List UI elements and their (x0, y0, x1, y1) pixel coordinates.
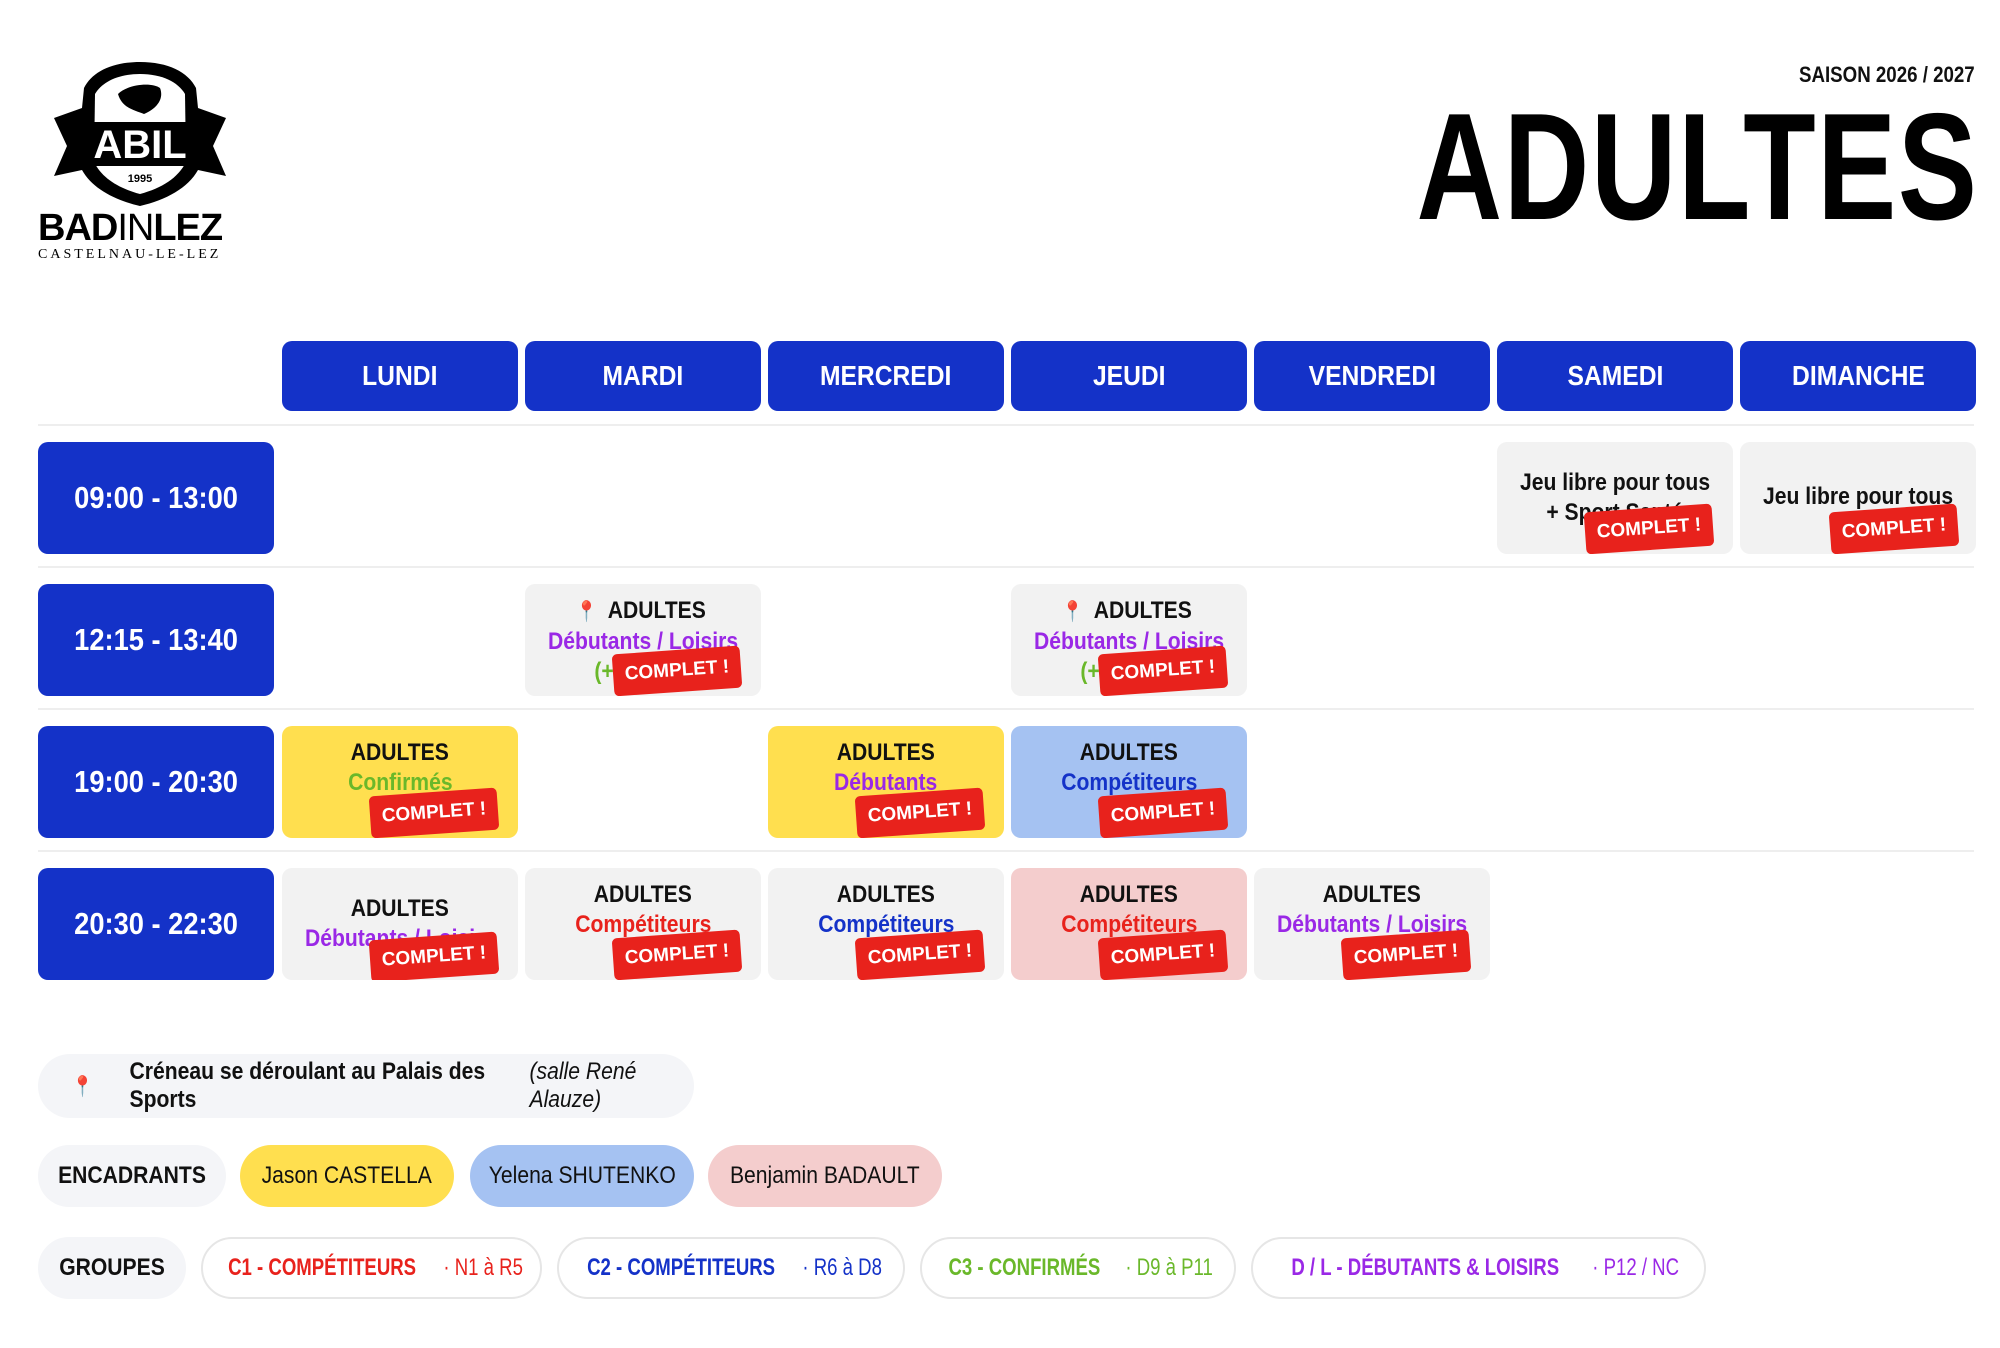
group-chip-c3: C3 - CONFIRMÉS · D9 à P11 (920, 1237, 1236, 1299)
slot-line-1: ADULTES (1079, 881, 1179, 908)
day-header-mardi: MARDI (525, 341, 761, 411)
complet-badge: COMPLET ! (854, 929, 986, 980)
slot-line-1: ADULTES (593, 881, 693, 908)
complet-badge: COMPLET ! (854, 787, 986, 838)
map-pin-icon: 📍 (71, 1075, 94, 1098)
slot-samedi-0900[interactable]: Jeu libre pour tous + Sport Santé COMPLE… (1497, 442, 1733, 554)
time-slot-0900: 09:00 - 13:00 (38, 442, 274, 554)
complet-badge: COMPLET ! (368, 787, 500, 838)
day-header-mercredi: MERCREDI (768, 341, 1004, 411)
complet-badge: COMPLET ! (368, 931, 500, 980)
group-chip-c1: C1 - COMPÉTITEURS · N1 à R5 (201, 1237, 542, 1299)
slot-line-1: ADULTES (607, 597, 706, 624)
slot-mardi-2030[interactable]: ADULTES Compétiteurs COMPLET ! (525, 868, 761, 980)
slot-line-1: ADULTES (1322, 881, 1422, 908)
slot-mercredi-1900[interactable]: ADULTES Débutants COMPLET ! (768, 726, 1004, 838)
slot-jeudi-2030[interactable]: ADULTES Compétiteurs COMPLET ! (1011, 868, 1247, 980)
slot-vendredi-2030[interactable]: ADULTES Débutants / Loisirs COMPLET ! (1254, 868, 1490, 980)
slot-mardi-1215[interactable]: 📍 ADULTES Débutants / Loisirs (+ COMPLET … (525, 584, 761, 696)
coach-chip-shutenko: Yelena SHUTENKO (470, 1145, 694, 1207)
legend-note: (salle René Alauze) (529, 1058, 637, 1113)
complet-badge: COMPLET ! (1828, 503, 1960, 554)
time-slot-2030: 20:30 - 22:30 (38, 868, 274, 980)
brand-city: CASTELNAU-LE-LEZ (38, 247, 222, 262)
slot-line-1: ADULTES (836, 739, 936, 766)
club-logo: ABIL 1995 BADINLEZ CASTELNAU-LE-LEZ (38, 58, 243, 273)
day-header-dimanche: DIMANCHE (1740, 341, 1976, 411)
map-pin-icon: 📍 (1061, 601, 1084, 623)
brand-name: BADINLEZ (38, 207, 223, 249)
complet-badge: COMPLET ! (611, 645, 743, 696)
row-divider (38, 424, 1974, 426)
complet-badge: COMPLET ! (1340, 929, 1472, 980)
day-header-vendredi: VENDREDI (1254, 341, 1490, 411)
time-slot-1900: 19:00 - 20:30 (38, 726, 274, 838)
time-slot-1215: 12:15 - 13:40 (38, 584, 274, 696)
complet-badge: COMPLET ! (1097, 787, 1229, 838)
legend-text: Créneau se déroulant au Palais des Sport… (129, 1058, 486, 1113)
slot-jeudi-1900[interactable]: ADULTES Compétiteurs COMPLET ! (1011, 726, 1247, 838)
location-legend: 📍 Créneau se déroulant au Palais des Spo… (38, 1054, 694, 1118)
page-title: ADULTES (1416, 82, 1978, 252)
group-chip-c2: C2 - COMPÉTITEURS · R6 à D8 (557, 1237, 905, 1299)
season-label: SAISON 2026 / 2027 (1799, 62, 1975, 87)
slot-line-1: ADULTES (350, 895, 450, 922)
slot-line-3: (+ (594, 658, 614, 685)
row-divider (38, 566, 1974, 568)
svg-text:ABIL: ABIL (93, 123, 186, 167)
row-divider (38, 708, 1974, 710)
slot-line-1: Jeu libre pour tous (1519, 469, 1711, 496)
coach-chip-badault: Benjamin BADAULT (708, 1145, 942, 1207)
day-header-lundi: LUNDI (282, 341, 518, 411)
complet-badge: COMPLET ! (1583, 503, 1715, 554)
group-chip-dl: D / L - DÉBUTANTS & LOISIRS · P12 / NC (1251, 1237, 1706, 1299)
slot-line-1: ADULTES (1093, 597, 1192, 624)
shield-logo-icon: ABIL 1995 (54, 62, 226, 206)
slot-lundi-1900[interactable]: ADULTES Confirmés COMPLET ! (282, 726, 518, 838)
groups-label: GROUPES (38, 1237, 186, 1299)
day-header-samedi: SAMEDI (1497, 341, 1733, 411)
slot-line-1: ADULTES (350, 739, 450, 766)
slot-dimanche-0900[interactable]: Jeu libre pour tous COMPLET ! (1740, 442, 1976, 554)
complet-badge: COMPLET ! (611, 929, 743, 980)
complet-badge: COMPLET ! (1097, 929, 1229, 980)
day-header-jeudi: JEUDI (1011, 341, 1247, 411)
map-pin-icon: 📍 (575, 601, 598, 623)
complet-badge: COMPLET ! (1097, 645, 1229, 696)
slot-line-3: (+ (1080, 658, 1100, 685)
slot-mercredi-2030[interactable]: ADULTES Compétiteurs COMPLET ! (768, 868, 1004, 980)
coach-chip-castella: Jason CASTELLA (240, 1145, 454, 1207)
slot-line-1: ADULTES (836, 881, 936, 908)
coaches-label: ENCADRANTS (38, 1145, 226, 1207)
slot-lundi-2030[interactable]: ADULTES Débutants / Loisirs COMPLET ! (282, 868, 518, 980)
svg-text:1995: 1995 (128, 173, 152, 185)
row-divider (38, 850, 1974, 852)
slot-line-1: ADULTES (1079, 739, 1179, 766)
slot-jeudi-1215[interactable]: 📍 ADULTES Débutants / Loisirs (+ COMPLET … (1011, 584, 1247, 696)
